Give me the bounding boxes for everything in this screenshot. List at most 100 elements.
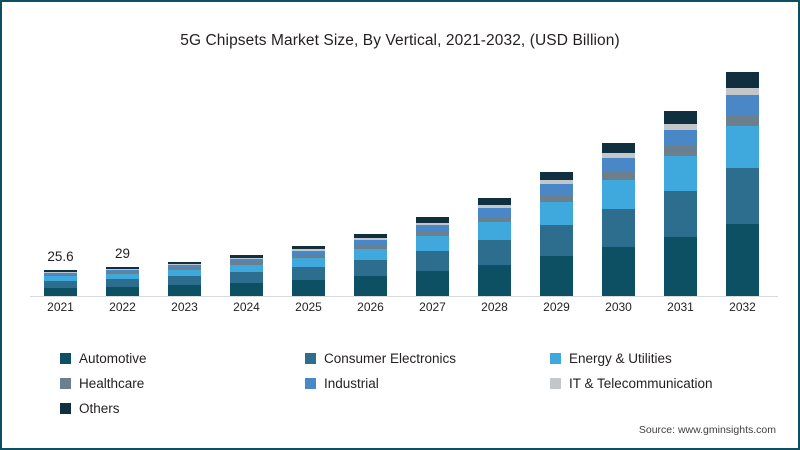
bar-segment[interactable] <box>478 198 511 206</box>
bar-group[interactable] <box>230 254 263 296</box>
stacked-bar[interactable] <box>292 245 325 296</box>
bar-group[interactable] <box>540 171 573 296</box>
bar-segment[interactable] <box>292 255 325 258</box>
bar-segment[interactable] <box>106 269 139 273</box>
bar-group[interactable] <box>664 111 697 296</box>
bar-segment[interactable] <box>292 245 325 250</box>
bar-segment[interactable] <box>416 236 449 252</box>
legend-item[interactable]: Automotive <box>60 351 305 366</box>
bar-segment[interactable] <box>664 236 697 296</box>
bar-segment[interactable] <box>602 158 635 172</box>
bar-segment[interactable] <box>602 179 635 209</box>
bar-segment[interactable] <box>230 262 263 265</box>
stacked-bar[interactable]: 29 <box>106 246 139 296</box>
bar-segment[interactable] <box>726 114 759 126</box>
bar-segment[interactable] <box>230 282 263 296</box>
bar-segment[interactable] <box>44 281 77 288</box>
bar-segment[interactable] <box>726 94 759 115</box>
bar-segment[interactable] <box>106 266 139 269</box>
bar-segment[interactable] <box>726 72 759 88</box>
bar-segment[interactable] <box>540 225 573 257</box>
bar-segment[interactable] <box>540 201 573 226</box>
legend-item[interactable]: Energy & Utilities <box>550 351 760 366</box>
bar-segment[interactable] <box>478 264 511 296</box>
bar-segment[interactable] <box>230 264 263 273</box>
legend-item[interactable]: IT & Telecommunication <box>550 376 760 391</box>
stacked-bar[interactable] <box>416 217 449 296</box>
bar-segment[interactable] <box>726 125 759 169</box>
stacked-bar[interactable] <box>726 72 759 296</box>
legend-item[interactable]: Others <box>60 401 305 416</box>
legend-item[interactable]: Healthcare <box>60 376 305 391</box>
bar-group[interactable] <box>602 142 635 296</box>
bar-segment[interactable] <box>230 272 263 283</box>
bar-segment[interactable] <box>416 251 449 271</box>
bar-segment[interactable] <box>44 270 77 272</box>
bar-segment[interactable] <box>106 273 139 280</box>
bar-group[interactable] <box>478 198 511 296</box>
bar-segment[interactable] <box>292 250 325 256</box>
bar-segment[interactable] <box>726 168 759 225</box>
bar-segment[interactable] <box>664 155 697 191</box>
bar-segment[interactable] <box>230 258 263 263</box>
bar-segment[interactable] <box>478 240 511 265</box>
bar-segment[interactable] <box>292 257 325 268</box>
bar-segment[interactable] <box>354 237 387 240</box>
stacked-bar[interactable] <box>230 254 263 296</box>
bar-segment[interactable] <box>168 269 201 277</box>
bar-segment[interactable] <box>354 239 387 246</box>
bar-segment[interactable] <box>664 111 697 125</box>
bar-segment[interactable] <box>602 171 635 180</box>
bar-group[interactable] <box>168 261 201 296</box>
bar-segment[interactable] <box>44 271 77 273</box>
stacked-bar[interactable]: 25.6 <box>44 249 77 296</box>
bar-segment[interactable] <box>44 275 77 277</box>
bar-segment[interactable] <box>416 217 449 223</box>
legend-item[interactable]: Consumer Electronics <box>305 351 550 366</box>
bar-segment[interactable] <box>168 264 201 266</box>
bar-segment[interactable] <box>230 257 263 259</box>
bar-segment[interactable] <box>168 276 201 286</box>
bar-segment[interactable] <box>106 272 139 274</box>
bar-segment[interactable] <box>726 224 759 296</box>
bar-segment[interactable] <box>230 254 263 258</box>
bar-segment[interactable] <box>106 268 139 270</box>
bar-segment[interactable] <box>168 268 201 270</box>
bar-segment[interactable] <box>540 171 573 181</box>
bar-group[interactable]: 29 <box>106 246 139 296</box>
bar-segment[interactable] <box>664 146 697 156</box>
bar-segment[interactable] <box>44 276 77 282</box>
bar-group[interactable] <box>354 233 387 296</box>
bar-segment[interactable] <box>106 279 139 287</box>
bar-segment[interactable] <box>478 221 511 241</box>
bar-segment[interactable] <box>478 216 511 222</box>
bar-segment[interactable] <box>416 225 449 233</box>
bar-segment[interactable] <box>354 276 387 296</box>
bar-segment[interactable] <box>354 248 387 261</box>
bar-group[interactable] <box>416 217 449 296</box>
stacked-bar[interactable] <box>168 261 201 296</box>
bar-segment[interactable] <box>354 233 387 238</box>
bar-segment[interactable] <box>106 286 139 296</box>
bar-segment[interactable] <box>416 222 449 226</box>
bar-segment[interactable] <box>540 184 573 196</box>
bar-segment[interactable] <box>478 205 511 208</box>
legend-item[interactable]: Industrial <box>305 376 550 391</box>
bar-segment[interactable] <box>292 279 325 296</box>
bar-segment[interactable] <box>44 287 77 296</box>
bar-segment[interactable] <box>540 180 573 185</box>
bar-segment[interactable] <box>168 261 201 265</box>
bar-segment[interactable] <box>664 124 697 130</box>
bar-segment[interactable] <box>354 245 387 249</box>
bar-segment[interactable] <box>168 265 201 269</box>
bar-segment[interactable] <box>292 249 325 251</box>
bar-segment[interactable] <box>168 285 201 296</box>
stacked-bar[interactable] <box>664 111 697 296</box>
bar-segment[interactable] <box>540 195 573 202</box>
bar-segment[interactable] <box>416 270 449 296</box>
bar-segment[interactable] <box>44 272 77 276</box>
bar-segment[interactable] <box>664 190 697 237</box>
stacked-bar[interactable] <box>602 142 635 296</box>
bar-segment[interactable] <box>540 256 573 296</box>
bar-segment[interactable] <box>354 260 387 277</box>
